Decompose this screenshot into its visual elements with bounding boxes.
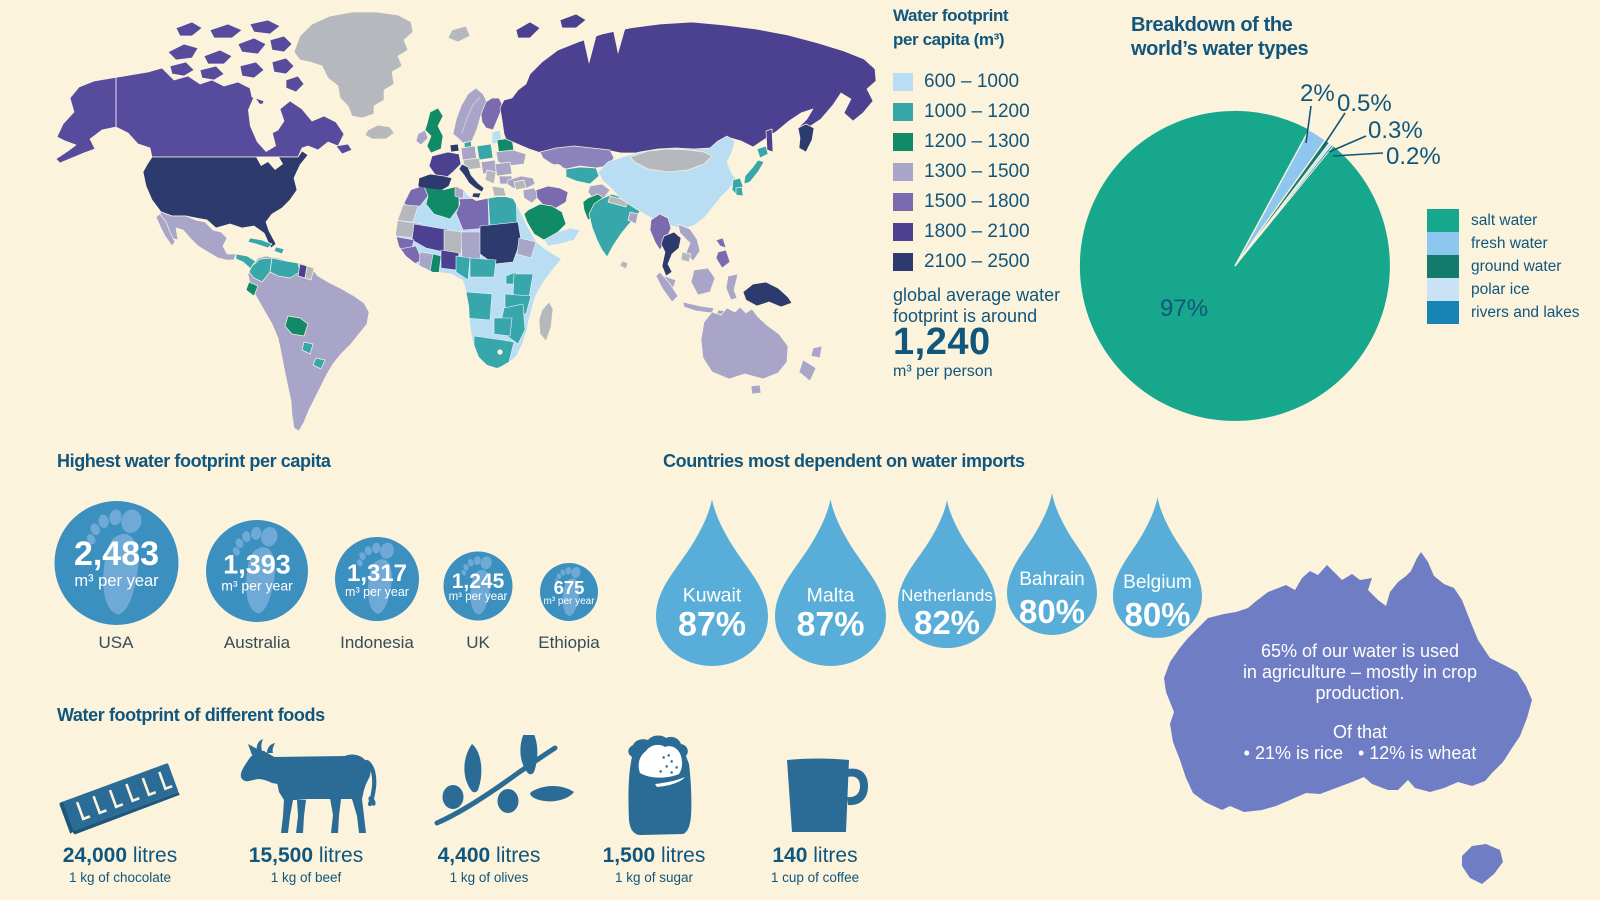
svg-text:Malta: Malta	[807, 585, 855, 607]
svg-text:1,393: 1,393	[223, 550, 291, 580]
svg-text:Kuwait: Kuwait	[683, 585, 742, 607]
svg-text:80%: 80%	[1019, 593, 1085, 630]
svg-text:m³ per year: m³ per year	[74, 572, 159, 590]
svg-text:1,245: 1,245	[452, 570, 505, 593]
svg-text:Netherlands: Netherlands	[901, 586, 993, 605]
svg-text:Bahrain: Bahrain	[1019, 569, 1085, 590]
svg-text:2,483: 2,483	[74, 535, 159, 573]
svg-text:87%: 87%	[796, 606, 864, 644]
svg-text:m³ per year: m³ per year	[543, 596, 595, 607]
svg-text:Belgium: Belgium	[1123, 572, 1192, 593]
svg-text:m³ per year: m³ per year	[345, 585, 409, 599]
svg-text:80%: 80%	[1124, 596, 1190, 633]
svg-text:m³ per year: m³ per year	[449, 591, 508, 603]
svg-text:82%: 82%	[914, 604, 980, 641]
svg-text:1,317: 1,317	[347, 560, 407, 587]
svg-text:87%: 87%	[678, 606, 746, 644]
svg-text:675: 675	[554, 577, 585, 598]
svg-text:m³ per year: m³ per year	[221, 578, 293, 594]
